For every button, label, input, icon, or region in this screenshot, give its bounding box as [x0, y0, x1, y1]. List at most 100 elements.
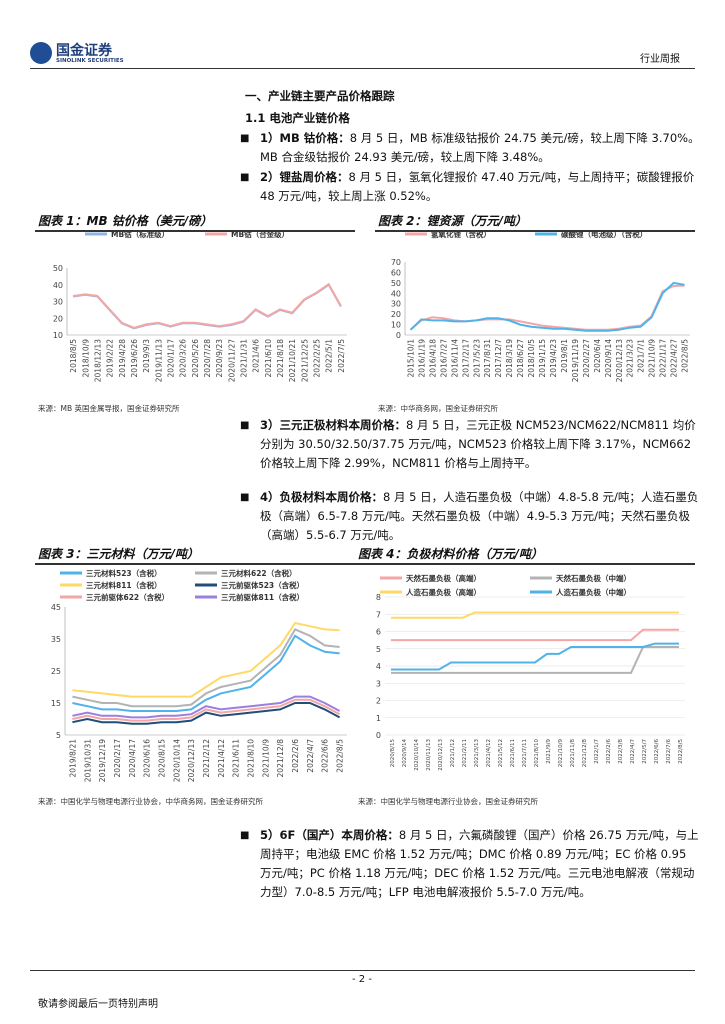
- y-tick-label: 20: [53, 314, 63, 323]
- x-tick-label: 2022/5/1: [325, 339, 334, 373]
- y-tick-label: 50: [53, 264, 63, 273]
- legend-label: 三元材料523（含税）: [86, 568, 162, 578]
- y-tick-label: 2: [376, 697, 381, 706]
- x-tick-label: 2021/10/9: [558, 739, 564, 768]
- y-tick-label: 15: [51, 699, 61, 708]
- header-rule: [30, 68, 695, 69]
- legend-label: 三元前驱体523（含税）: [221, 580, 304, 590]
- y-tick-label: 0: [376, 731, 381, 740]
- x-tick-label: 2021/11/8: [570, 739, 576, 768]
- logo-icon: [30, 42, 52, 64]
- x-tick-label: 2019/9/3: [142, 339, 151, 373]
- x-tick-label: 2017/8/31: [483, 339, 492, 378]
- series-line: [391, 628, 679, 642]
- series-line: [72, 283, 342, 330]
- bullet-text: 8 月 5 日，人造石墨负极（中端）4.8-5.8 元/吨；人造石墨负极（高端）…: [260, 490, 699, 542]
- x-tick-label: 2021/10/9: [261, 739, 270, 778]
- x-tick-label: 2020/6/16: [143, 739, 152, 778]
- bullet-text: 8 月 5 日，氢氧化锂报价 47.40 万元/吨，与上周持平；碳酸锂报价 48…: [260, 170, 695, 203]
- series-line: [72, 634, 340, 712]
- series-line: [391, 646, 679, 674]
- series-line: [72, 702, 341, 725]
- chart-source: 来源：中国化学与物理电源行业协会，中华商务网，国金证券研究所: [38, 797, 263, 806]
- x-tick-label: 2021/1/31: [240, 339, 249, 378]
- x-tick-label: 2016/7/27: [439, 339, 448, 378]
- legend-label: 氢氧化锂（含税）: [431, 232, 491, 239]
- y-tick-label: 10: [391, 321, 401, 330]
- y-tick-label: 8: [376, 593, 381, 602]
- chart: 0 1 2 3 4 5 6 7 8 2020/8/15 2020/9/14 2020/10/14 202…: [376, 573, 685, 771]
- x-tick-label: 2022/2/25: [313, 339, 322, 378]
- legend-label: 三元材料811（含税）: [86, 580, 162, 590]
- legend-label: 人造石墨负极（高端）: [406, 587, 481, 597]
- x-tick-label: 2020/6/4: [593, 339, 602, 373]
- chart-title: 图表 4：负极材料价格（万元/吨）: [355, 545, 695, 565]
- chart-source: 来源：中华商务网，国金证券研究所: [378, 404, 498, 413]
- x-tick-label: 2020/8/15: [390, 739, 396, 768]
- legend-label: 三元前驱体811（含税）: [221, 592, 304, 602]
- y-tick-label: 45: [51, 603, 61, 612]
- x-tick-label: 2022/6/6: [321, 739, 330, 773]
- bullet-lead: 3）三元正极材料本周价格：: [260, 418, 407, 432]
- x-tick-label: 2020/9/14: [402, 739, 408, 768]
- series-line: [72, 698, 341, 722]
- x-tick-label: 2021/4/6: [252, 339, 261, 373]
- x-tick-label: 2021/2/12: [202, 739, 211, 778]
- x-tick-label: 2020/4/17: [128, 739, 137, 778]
- x-tick-label: 2021/3/23: [626, 339, 635, 378]
- series-line: [72, 695, 341, 719]
- report-type: 行业周报: [640, 54, 680, 65]
- bullet-text: 8 月 5 日，六氟磷酸锂（国产）价格 26.75 万元/吨，与上周持平；电池级…: [260, 828, 699, 899]
- y-tick-label: 0: [396, 331, 401, 340]
- x-tick-label: 2021/8/10: [534, 739, 540, 768]
- x-tick-label: 2020/3/26: [179, 339, 188, 378]
- x-tick-label: 2020/2/27: [582, 339, 591, 378]
- section-title: 一、产业链主要产品价格跟踪: [245, 89, 395, 103]
- legend-label: 三元前驱体622（含税）: [86, 592, 169, 602]
- x-tick-label: 2021/2/11: [462, 739, 468, 767]
- x-tick-label: 2022/4/27: [670, 339, 679, 378]
- x-tick-label: 2019/1/15: [538, 339, 547, 378]
- x-tick-label: 2022/4/7: [630, 739, 636, 764]
- logo-text: 国金证券: [56, 43, 112, 59]
- y-tick-label: 25: [51, 667, 61, 676]
- x-tick-label: 2020/10/14: [172, 739, 181, 782]
- x-tick-label: 2018/10/9: [81, 339, 90, 378]
- bullet-text: 8 月 5 日，三元正极 NCM523/NCM622/NCM811 均价分别为 …: [260, 418, 696, 470]
- y-tick-label: 10: [53, 331, 63, 340]
- x-tick-label: 2019/12/19: [98, 739, 107, 782]
- legend-label: 碳酸锂（电池级）（含税）: [561, 232, 647, 239]
- legend-label: 天然石墨负极（高端）: [406, 573, 481, 583]
- x-tick-label: 2021/6/11: [510, 739, 516, 767]
- x-tick-label: 2021/1/12: [450, 739, 456, 767]
- x-tick-label: 2019/4/28: [118, 339, 127, 378]
- bullet: 2）锂盐周价格：8 月 5 日，氢氧化锂报价 47.40 万元/吨，与上周持平；…: [240, 168, 700, 206]
- x-tick-label: 2019/6/26: [130, 339, 139, 378]
- bullet-text: 8 月 5 日，MB 标准级钴报价 24.75 美元/磅，较上周下降 3.70%…: [260, 131, 700, 164]
- series-line: [72, 621, 340, 698]
- chart: 5 15 25 35 45 2019/8/21 2019/10/31 2019/12/19 20…: [51, 568, 347, 782]
- x-tick-label: 2022/6/6: [654, 739, 660, 764]
- bullet-lead: 1）MB 钴价格：: [260, 131, 350, 145]
- x-tick-label: 2020/1/17: [166, 339, 175, 378]
- y-tick-label: 1: [376, 714, 381, 723]
- legend-label: 天然石墨负极（中端）: [556, 573, 631, 583]
- x-tick-label: 2019/8/1: [560, 339, 569, 373]
- x-tick-label: 2022/8/5: [336, 739, 345, 773]
- series-line: [72, 282, 342, 329]
- x-tick-label: 2022/8/5: [678, 739, 684, 764]
- y-tick-label: 30: [391, 300, 401, 309]
- y-tick-label: 40: [53, 281, 63, 290]
- x-tick-label: 2021/4/12: [217, 739, 226, 778]
- x-tick-label: 2021/6/11: [232, 739, 241, 778]
- x-tick-label: 2020/12/13: [187, 739, 196, 782]
- bullet-lead: 4）负极材料本周价格：: [260, 490, 384, 504]
- x-tick-label: 2021/9/9: [546, 739, 552, 764]
- x-tick-label: 2020/8/15: [157, 739, 166, 778]
- chart-title: 图表 1：MB 钴价格（美元/磅）: [35, 212, 355, 232]
- x-tick-label: 2022/1/17: [659, 339, 668, 378]
- x-tick-label: 2021/4/12: [486, 739, 492, 767]
- x-tick-label: 2021/8/10: [247, 739, 256, 778]
- x-tick-label: 2021/3/13: [474, 739, 480, 768]
